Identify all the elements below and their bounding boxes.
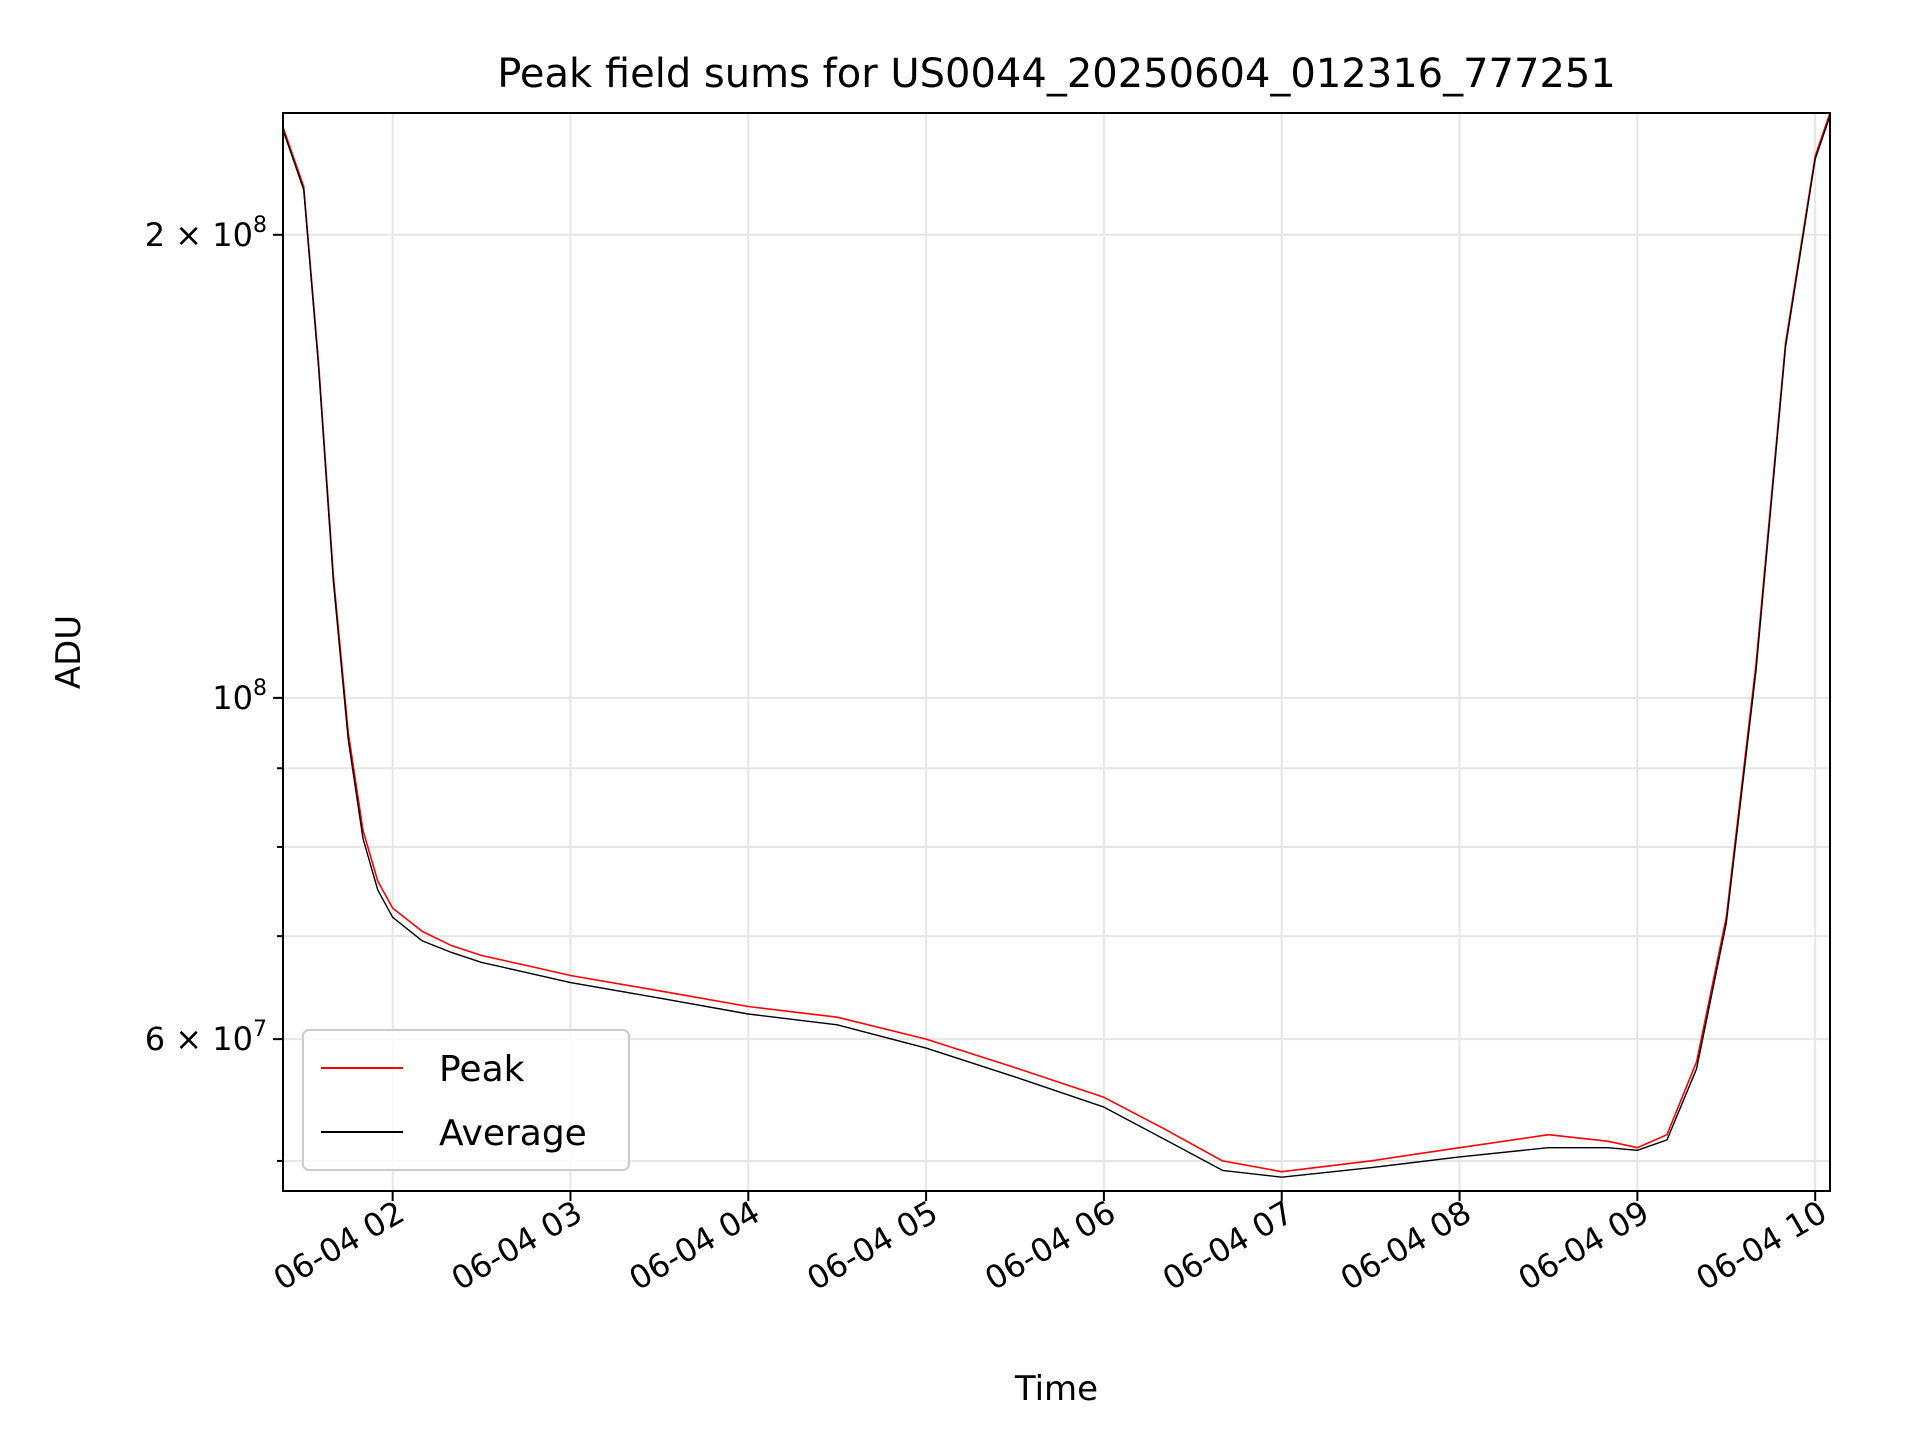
series-line-peak bbox=[282, 112, 1831, 1173]
series-line-average bbox=[282, 115, 1831, 1178]
series-layer bbox=[282, 112, 1831, 1178]
x-axis-label: Time bbox=[1014, 1369, 1098, 1409]
legend-box bbox=[302, 1029, 630, 1171]
legend: Peak Average bbox=[302, 1029, 630, 1171]
legend-label-peak: Peak bbox=[439, 1049, 525, 1090]
y-axis-label: ADU bbox=[49, 615, 89, 689]
legend-label-average: Average bbox=[439, 1113, 587, 1154]
chart-title: Peak field sums for US0044_20250604_0123… bbox=[497, 51, 1616, 97]
y-tick-label: 6 × 107 bbox=[145, 1017, 267, 1058]
grid bbox=[283, 113, 1830, 1191]
y-tick-label: 2 × 108 bbox=[145, 213, 267, 254]
plot-frame bbox=[282, 112, 1831, 1192]
